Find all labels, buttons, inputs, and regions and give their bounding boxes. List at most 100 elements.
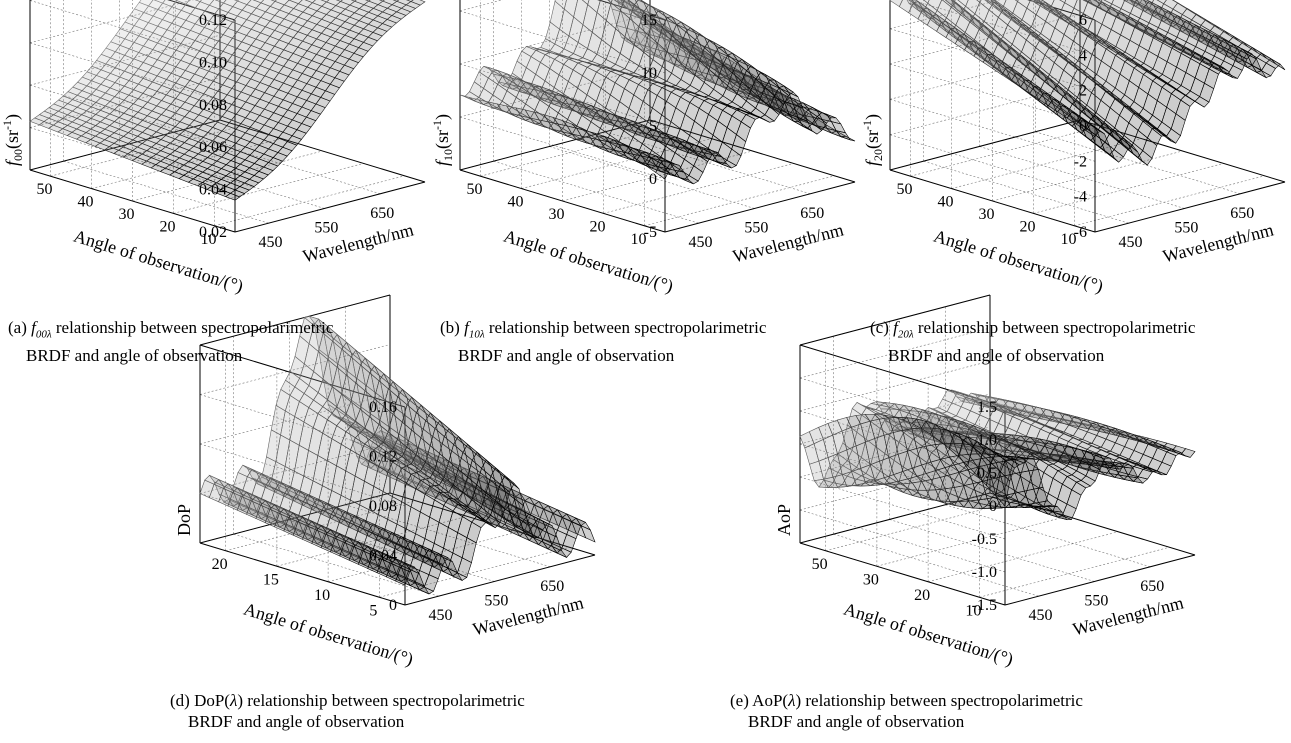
chart-surface-e	[799, 389, 1196, 521]
angle-tick-label: 5	[369, 602, 377, 619]
z-tick-label: 1.0	[977, 432, 997, 449]
angle-tick-label: 30	[979, 206, 995, 223]
wl-tick-label: 550	[744, 219, 768, 236]
wl-tick-label: 550	[314, 219, 338, 236]
angle-tick-label: 20	[212, 556, 228, 573]
z-axis-label-c: f20(sr-1)	[860, 114, 885, 166]
angle-tick-label: 20	[590, 218, 606, 235]
z-tick-label: 0	[649, 171, 657, 188]
chart-ticks-d: 0.16 0.12 0.08 0.04 0 20 15 10 5 450 550 650	[212, 399, 565, 624]
chart-surface-a	[29, 0, 426, 201]
chart-panel-d: 0.16 0.12 0.08 0.04 0 20 15 10 5 450 550 650 Angle o…	[160, 294, 620, 680]
chart-surface-b	[459, 0, 856, 185]
wl-tick-label: 650	[540, 578, 564, 595]
z-tick-label: 6	[1079, 12, 1087, 29]
caption-e: (e) AoP(λ) relationship between spectrop…	[730, 690, 1083, 732]
z-tick-label: 0	[1079, 118, 1087, 135]
z-axis-label-d: DoP	[174, 504, 194, 536]
angle-tick-label: 20	[914, 587, 930, 604]
z-tick-label: 15	[641, 12, 657, 29]
z-tick-label: 2	[1079, 83, 1087, 100]
caption-d-sym: λ	[229, 691, 238, 710]
z-tick-label: -0.5	[972, 531, 997, 548]
caption-b-line2: BRDF and angle of observation	[458, 346, 675, 366]
wl-tick-label: 650	[1140, 578, 1164, 595]
caption-b-pre: (b)	[440, 318, 465, 337]
z-tick-label: 0.06	[199, 139, 227, 156]
caption-c-sub: 20λ	[897, 328, 914, 341]
z-tick-label: 1.5	[977, 399, 997, 416]
z-axis-label-b: f10(sr-1)	[430, 114, 455, 166]
caption-e-line1: ) relationship between spectropolarimetr…	[795, 691, 1083, 710]
z-tick-label: -1.5	[972, 597, 997, 614]
wl-tick-label: 450	[689, 234, 713, 251]
angle-tick-label: 30	[549, 206, 565, 223]
caption-d-pre: (d) DoP(	[170, 691, 230, 710]
angle-tick-label: 10	[201, 231, 217, 248]
caption-b-sym: f	[464, 318, 469, 337]
z-axis-label-e: AoP	[774, 504, 794, 536]
caption-b: (b) f10λ relationship between spectropol…	[440, 317, 766, 366]
chart-svg-a: 0.12 0.10 0.08 0.06 0.04 0.02 50 40 30 20 10 450 550…	[0, 0, 426, 297]
caption-a-sub: 00λ	[35, 328, 52, 341]
z-tick-label: 0.10	[199, 54, 227, 71]
chart-svg-e: 1.5 1.0 0.5 0 -0.5 -1.0 -1.5 50 30 20 10 450 550 650 A…	[774, 294, 1196, 670]
wl-tick-label: 550	[484, 592, 508, 609]
chart-grid-d	[199, 294, 596, 606]
caption-e-line2: BRDF and angle of observation	[748, 712, 965, 731]
z-tick-label: 0	[389, 597, 397, 614]
angle-tick-label: 40	[508, 194, 524, 211]
caption-a: (a) f00λ relationship between spectropol…	[8, 317, 333, 366]
z-tick-label: 0	[989, 498, 997, 515]
angle-tick-label: 40	[78, 194, 94, 211]
caption-a-sym: f	[31, 318, 36, 337]
z-tick-label: 4	[1079, 47, 1087, 64]
z-tick-label: 5	[649, 118, 657, 135]
caption-c-pre: (c)	[870, 318, 894, 337]
chart-ticks-a: 0.12 0.10 0.08 0.06 0.04 0.02 50 40 30 20 10 450 550…	[37, 12, 395, 251]
wl-tick-label: 450	[429, 607, 453, 624]
angle-tick-label: 30	[119, 206, 135, 223]
wl-tick-label: 650	[1230, 205, 1254, 222]
z-tick-label: 0.04	[369, 548, 397, 565]
angle-tick-label: 10	[314, 587, 330, 604]
caption-d-line2: BRDF and angle of observation	[188, 712, 405, 731]
angle-tick-label: 40	[938, 194, 954, 211]
z-tick-label: -5	[644, 224, 657, 241]
z-tick-label: 0.12	[369, 449, 397, 466]
caption-c-line2: BRDF and angle of observation	[888, 346, 1105, 366]
caption-c-sym: f	[893, 318, 898, 337]
wl-tick-label: 650	[370, 205, 394, 222]
chart-panel-c: 6 4 2 0 -2 -4 -6 50 40 30 20 10 450 550 650 Angle of ob…	[860, 0, 1290, 310]
z-tick-label: 0.02	[199, 224, 227, 241]
caption-a-line1: relationship between spectropolarimetric	[51, 318, 334, 337]
angle-tick-label: 30	[863, 571, 879, 588]
chart-panel-e: 1.5 1.0 0.5 0 -0.5 -1.0 -1.5 50 30 20 10 450 550 650 A…	[760, 294, 1220, 680]
angle-tick-label: 20	[1020, 218, 1036, 235]
caption-a-line2: BRDF and angle of observation	[26, 346, 243, 366]
z-tick-label: 10	[641, 65, 657, 82]
z-tick-label: 0.04	[199, 182, 227, 199]
wl-tick-label: 450	[259, 234, 283, 251]
wl-tick-label: 550	[1084, 592, 1108, 609]
chart-ticks-e: 1.5 1.0 0.5 0 -0.5 -1.0 -1.5 50 30 20 10 450 550 650	[812, 399, 1165, 624]
angle-tick-label: 10	[631, 231, 647, 248]
chart-grid-e	[799, 294, 1196, 606]
angle-tick-label: 50	[897, 181, 913, 198]
wl-tick-label: 450	[1119, 234, 1143, 251]
angle-tick-label: 50	[467, 181, 483, 198]
z-axis-label-a: f00(sr-1)	[0, 114, 25, 166]
angle-tick-label: 10	[1061, 231, 1077, 248]
z-tick-label: 0.12	[199, 12, 227, 29]
chart-surface-c	[889, 0, 1286, 166]
caption-b-sub: 10λ	[468, 328, 485, 341]
chart-surface-d	[199, 315, 596, 595]
z-tick-label: -6	[1074, 224, 1087, 241]
angle-tick-label: 50	[812, 556, 828, 573]
chart-panel-b: 15 10 5 0 -5 50 40 30 20 10 450 550 650 Angle of obse…	[430, 0, 860, 310]
wl-tick-label: 550	[1174, 219, 1198, 236]
caption-d-line1: ) relationship between spectropolarimetr…	[237, 691, 525, 710]
caption-e-pre: (e) AoP(	[730, 691, 789, 710]
